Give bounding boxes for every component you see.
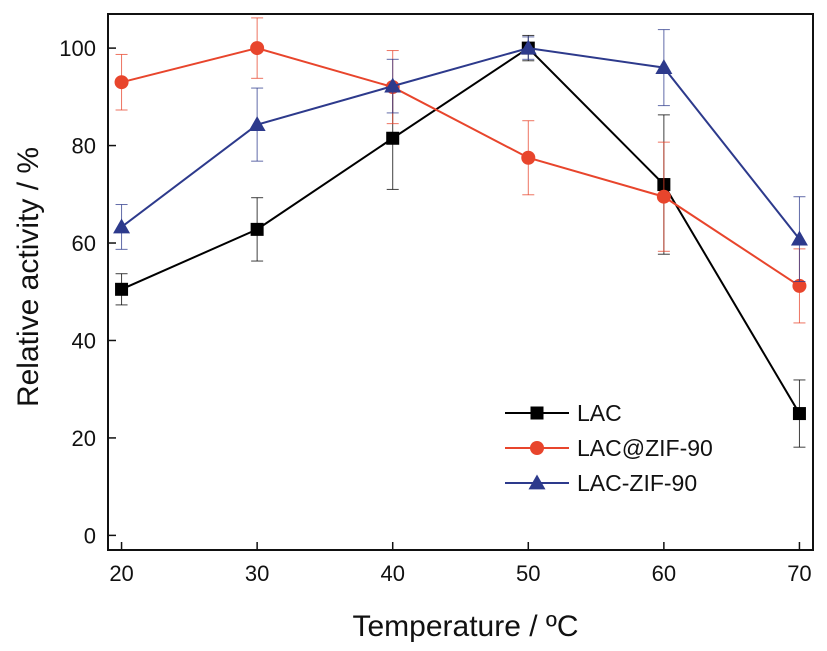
data-point [519,39,537,55]
series-lac-zif-90 [113,29,808,283]
y-tick-label-100: 100 [59,36,96,61]
series-line [121,47,800,287]
data-point [792,278,807,293]
x-tick-label-50: 50 [516,561,540,586]
y-tick-label-20: 20 [72,426,96,451]
x-tick-label-70: 70 [787,561,811,586]
data-point [521,150,536,165]
series-lac [115,34,806,448]
x-tick-label-20: 20 [109,561,133,586]
x-tick-label-60: 60 [652,561,676,586]
y-axis-title: Relative activity / % [12,147,45,407]
data-point [386,131,400,145]
series-lac-zif-90 [114,17,807,324]
data-point [790,230,808,246]
legend-item-lac-zif-90: LAC@ZIF-90 [505,435,713,461]
legend-marker [528,474,546,490]
x-tick-label-40: 40 [380,561,404,586]
x-axis-title: Temperature / ºC [352,610,578,643]
data-point [114,75,129,90]
y-tick-label-40: 40 [72,328,96,353]
data-point [656,189,671,204]
y-tick-label-0: 0 [84,523,96,548]
data-point [248,116,266,131]
series-line [120,47,801,240]
legend-label: LAC@ZIF-90 [577,435,713,461]
x-tick-label-30: 30 [245,561,269,586]
series-line [121,46,801,415]
data-point [250,41,265,56]
data-point [792,407,806,421]
legend-marker [530,406,544,420]
legend-label: LAC [577,400,622,426]
series-layer [113,17,808,448]
legend-label: LAC-ZIF-90 [577,470,697,496]
data-point [384,77,402,93]
y-tick-label-60: 60 [72,231,96,256]
y-axis: 0 20 40 60 80 100 [59,36,116,548]
y-tick-label-80: 80 [72,134,96,159]
legend-marker [530,441,544,455]
plot-frame [107,13,814,551]
data-point [115,282,129,296]
legend-item-lac-zif-90: LAC-ZIF-90 [505,470,697,496]
legend: LAC LAC@ZIF-90 LAC-ZIF-90 [505,400,713,496]
data-point [113,218,131,234]
data-point [655,59,673,74]
legend-item-lac: LAC [505,400,622,426]
data-point [250,222,264,236]
x-axis: 20 30 40 50 60 70 [109,542,812,586]
